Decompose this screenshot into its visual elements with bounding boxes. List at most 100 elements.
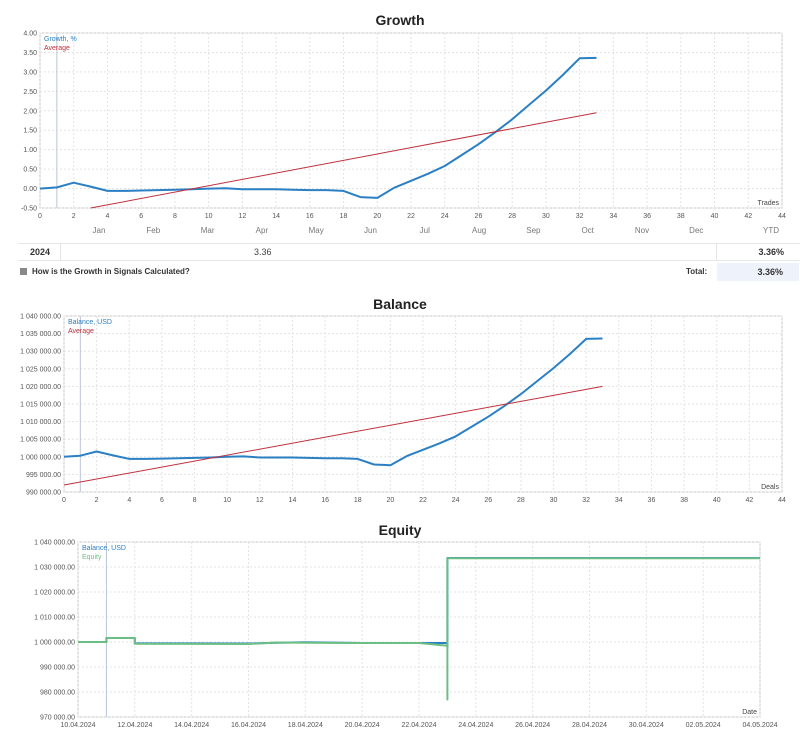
equity-x-tick-label: 10.04.2024 xyxy=(60,722,95,729)
growth-y-tick-label: 1.50 xyxy=(23,128,37,135)
growth-y-tick-label: 0.50 xyxy=(23,167,37,174)
balance-x-tick-label: 38 xyxy=(680,497,688,504)
month-header-jun: Jun xyxy=(364,226,377,235)
equity-legend-entry: Balance, USD xyxy=(82,545,126,552)
balance-x-tick-label: 20 xyxy=(386,497,394,504)
growth-x-tick-label: 2 xyxy=(72,213,76,220)
growth-y-tick-label: 2.00 xyxy=(23,108,37,115)
growth-x-tick-label: 30 xyxy=(542,213,550,220)
growth-chart-title: Growth xyxy=(375,12,425,28)
growth-info-link[interactable]: How is the Growth in Signals Calculated? xyxy=(20,267,190,276)
equity-x-tick-label: 26.04.2024 xyxy=(515,722,550,729)
equity-x-tick-label: 14.04.2024 xyxy=(174,722,209,729)
growth-y-tick-label: 4.00 xyxy=(23,31,37,38)
month-header-nov: Nov xyxy=(634,226,650,235)
total-value: 3.36% xyxy=(757,267,783,277)
balance-y-tick-label: 1 005 000.00 xyxy=(20,437,61,444)
growth-x-tick-label: 8 xyxy=(173,213,177,220)
balance-x-tick-label: 34 xyxy=(615,497,623,504)
equity-y-tick-label: 990 000.00 xyxy=(40,665,75,672)
balance-x-tick-label: 28 xyxy=(517,497,525,504)
equity-x-tick-label: 22.04.2024 xyxy=(401,722,436,729)
balance-x-tick-label: 42 xyxy=(745,497,753,504)
month-value-jun: 3.36 xyxy=(254,247,272,257)
equity-y-tick-label: 980 000.00 xyxy=(40,690,75,697)
month-header-oct: Oct xyxy=(581,226,594,235)
balance-y-tick-label: 1 035 000.00 xyxy=(20,331,61,338)
growth-x-tick-label: 26 xyxy=(475,213,483,220)
balance-chart: 990 000.00 995 000.00 1 000 000.00 1 005 00… xyxy=(20,314,786,505)
equity-x-tick-label: 04.05.2024 xyxy=(742,722,777,729)
balance-series-balance-usd xyxy=(63,337,603,467)
growth-x-tick-label: 40 xyxy=(711,213,719,220)
balance-x-tick-label: 44 xyxy=(778,497,786,504)
growth-x-tick-label: 12 xyxy=(238,213,246,220)
growth-y-tick-label: 2.50 xyxy=(23,89,37,96)
growth-x-tick-label: 32 xyxy=(576,213,584,220)
equity-x-tick-label: 12.04.2024 xyxy=(117,722,152,729)
month-header-jan: Jan xyxy=(92,226,106,235)
balance-y-tick-label: 995 000.00 xyxy=(26,472,61,479)
total-label: Total: xyxy=(686,267,708,276)
balance-y-tick-label: 990 000.00 xyxy=(26,490,61,497)
growth-total-row: How is the Growth in Signals Calculated?… xyxy=(18,263,800,281)
balance-y-tick-label: 1 025 000.00 xyxy=(20,366,61,373)
growth-x-tick-label: 0 xyxy=(38,213,42,220)
growth-x-tick-label: 38 xyxy=(677,213,685,220)
growth-x-tick-label: 36 xyxy=(643,213,651,220)
equity-x-tick-label: 02.05.2024 xyxy=(686,722,721,729)
balance-y-tick-label: 1 040 000.00 xyxy=(20,314,61,321)
growth-x-tick-label: 4 xyxy=(106,213,110,220)
growth-x-tick-label: 20 xyxy=(373,213,381,220)
equity-x-tick-label: 16.04.2024 xyxy=(231,722,266,729)
ytd-header: YTD xyxy=(763,226,779,235)
growth-series-growth xyxy=(39,56,597,199)
balance-x-tick-label: 24 xyxy=(452,497,460,504)
equity-x-tick-label: 18.04.2024 xyxy=(288,722,323,729)
balance-x-tick-label: 14 xyxy=(289,497,297,504)
equity-y-tick-label: 1 040 000.00 xyxy=(34,540,75,547)
equity-x-tick-label: 28.04.2024 xyxy=(572,722,607,729)
balance-x-tick-label: 6 xyxy=(160,497,164,504)
growth-x-tick-label: 6 xyxy=(139,213,143,220)
balance-x-tick-label: 4 xyxy=(127,497,131,504)
equity-y-tick-label: 1 010 000.00 xyxy=(34,615,75,622)
growth-corner-label: Trades xyxy=(757,200,779,207)
balance-legend-entry: Balance, USD xyxy=(68,319,112,326)
balance-y-tick-label: 1 030 000.00 xyxy=(20,349,61,356)
month-header-aug: Aug xyxy=(471,226,487,235)
growth-x-tick-label: 22 xyxy=(407,213,415,220)
growth-x-tick-label: 44 xyxy=(778,213,786,220)
growth-chart: -0.50 0.00 0.50 1.00 1.50 2.00 2.50 3.00 3.50 4.0… xyxy=(21,31,786,221)
growth-x-tick-label: 14 xyxy=(272,213,280,220)
equity-y-tick-label: 1 020 000.00 xyxy=(34,590,75,597)
growth-x-tick-label: 18 xyxy=(340,213,348,220)
year-label: 2024 xyxy=(30,247,51,257)
balance-series-average xyxy=(63,385,603,486)
month-header-may: May xyxy=(308,226,324,235)
growth-x-tick-label: 34 xyxy=(609,213,617,220)
growth-year-row: 2024 3.36 3.36% xyxy=(18,243,800,261)
growth-y-tick-label: 3.00 xyxy=(23,69,37,76)
balance-x-tick-label: 10 xyxy=(223,497,231,504)
balance-y-tick-label: 1 000 000.00 xyxy=(20,454,61,461)
growth-x-tick-label: 42 xyxy=(744,213,752,220)
balance-x-tick-label: 26 xyxy=(484,497,492,504)
balance-x-tick-label: 22 xyxy=(419,497,427,504)
equity-x-tick-label: 30.04.2024 xyxy=(629,722,664,729)
growth-y-tick-label: 3.50 xyxy=(23,50,37,57)
balance-x-tick-label: 32 xyxy=(582,497,590,504)
balance-x-tick-label: 40 xyxy=(713,497,721,504)
equity-series-equity xyxy=(78,557,760,701)
equity-x-tick-label: 24.04.2024 xyxy=(458,722,493,729)
balance-x-tick-label: 30 xyxy=(550,497,558,504)
growth-x-tick-label: 24 xyxy=(441,213,449,220)
equity-y-tick-label: 1 000 000.00 xyxy=(34,640,75,647)
equity-y-tick-label: 970 000.00 xyxy=(40,715,75,722)
equity-y-tick-label: 1 030 000.00 xyxy=(34,565,75,572)
equity-chart-title: Equity xyxy=(378,522,422,538)
equity-corner-label: Date xyxy=(742,709,757,716)
balance-corner-label: Deals xyxy=(761,484,779,491)
growth-y-tick-label: 0.00 xyxy=(23,186,37,193)
balance-x-tick-label: 8 xyxy=(193,497,197,504)
